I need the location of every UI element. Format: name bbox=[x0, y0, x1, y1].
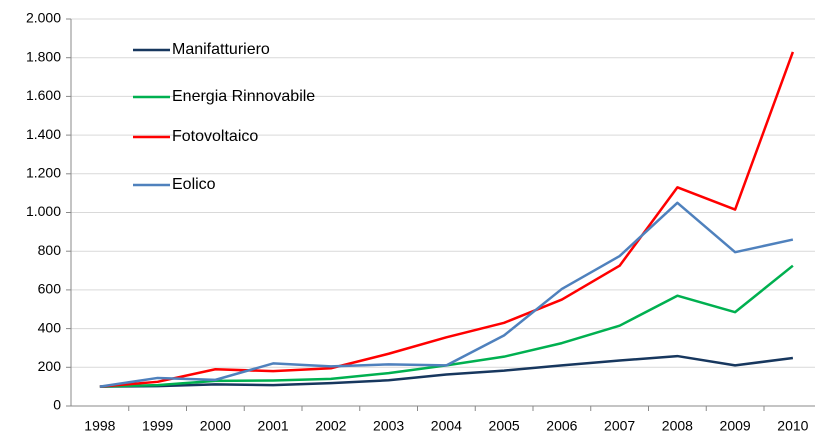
y-tick-label: 1.600 bbox=[26, 87, 61, 103]
x-tick-label: 2002 bbox=[315, 418, 346, 434]
x-tick-label: 2009 bbox=[720, 418, 751, 434]
x-tick-label: 2004 bbox=[431, 418, 462, 434]
series-line bbox=[99, 51, 795, 388]
x-tick-label: 1998 bbox=[84, 418, 115, 434]
x-tick-label: 2001 bbox=[258, 418, 289, 434]
legend-label: Eolico bbox=[172, 176, 216, 193]
y-tick-label: 0 bbox=[53, 397, 61, 413]
series-line bbox=[99, 201, 794, 388]
legend-label: Fotovoltaico bbox=[172, 128, 258, 145]
x-tick-label: 2007 bbox=[604, 418, 635, 434]
y-tick-label: 600 bbox=[38, 281, 62, 297]
y-tick-label: 1.200 bbox=[26, 165, 61, 181]
y-tick-label: 1.000 bbox=[26, 203, 61, 219]
x-tick-label: 2006 bbox=[546, 418, 577, 434]
y-tick-label: 1.800 bbox=[26, 48, 61, 64]
x-tick-label: 1999 bbox=[142, 418, 173, 434]
y-tick-label: 200 bbox=[38, 358, 62, 374]
x-tick-label: 2010 bbox=[777, 418, 808, 434]
x-tick-label: 2000 bbox=[200, 418, 231, 434]
legend-label: Manifatturiero bbox=[172, 41, 270, 58]
y-tick-label: 800 bbox=[38, 242, 62, 258]
legend-label: Energia Rinnovabile bbox=[172, 88, 315, 105]
series-line bbox=[99, 264, 794, 388]
x-tick-label: 2008 bbox=[662, 418, 693, 434]
y-tick-label: 1.400 bbox=[26, 126, 61, 142]
x-tick-label: 2003 bbox=[373, 418, 404, 434]
x-tick-label: 2005 bbox=[489, 418, 520, 434]
series-line bbox=[99, 354, 794, 388]
y-tick-label: 400 bbox=[38, 319, 62, 335]
y-tick-label: 2.000 bbox=[26, 10, 61, 26]
